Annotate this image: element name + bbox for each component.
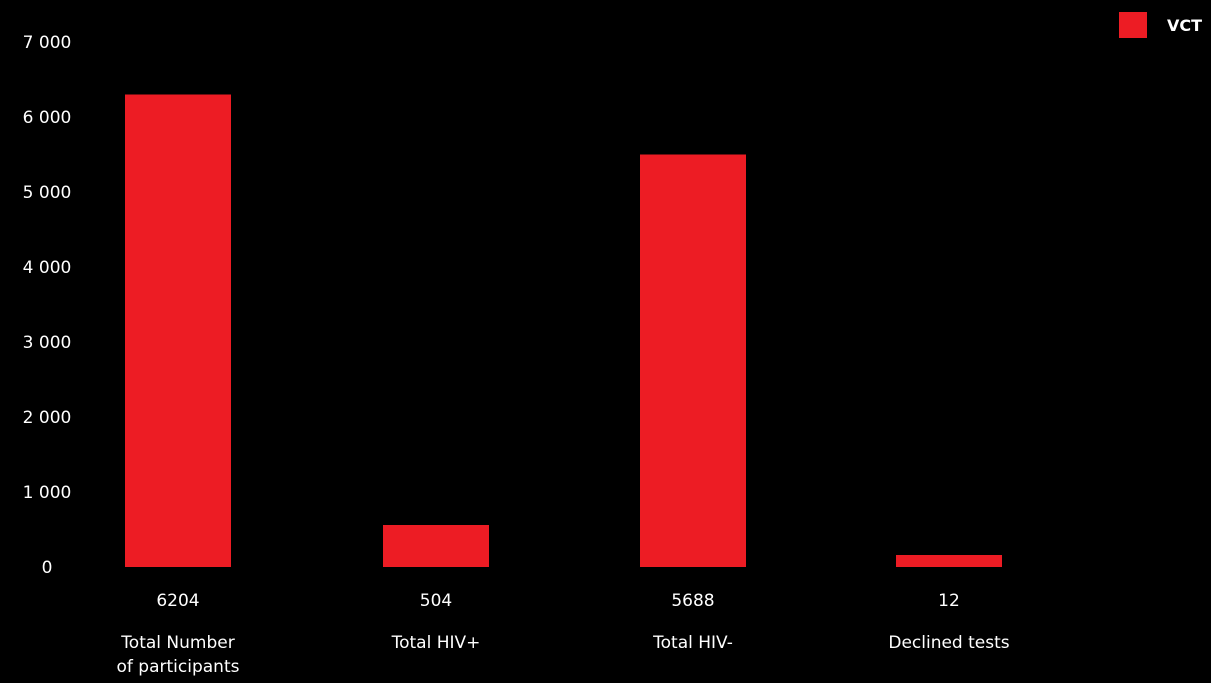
y-tick-label: 0 [42, 558, 53, 578]
legend: VCT [1119, 12, 1202, 38]
bar [383, 525, 489, 567]
y-tick-label: 2 000 [23, 408, 72, 428]
legend-label-vct: VCT [1167, 16, 1202, 35]
data-labels: 6204 504 5688 12 [156, 591, 959, 611]
bar [640, 154, 746, 567]
category-label: Total HIV- [652, 633, 733, 653]
category-label: of participants [117, 657, 240, 677]
category-label: Total Number [120, 633, 234, 653]
y-tick-label: 7 000 [23, 33, 72, 53]
category-label: Declined tests [888, 633, 1009, 653]
data-label: 504 [420, 591, 452, 611]
y-tick-label: 5 000 [23, 183, 72, 203]
data-label: 5688 [671, 591, 714, 611]
y-tick-label: 4 000 [23, 258, 72, 278]
data-label: 12 [938, 591, 960, 611]
y-tick-label: 3 000 [23, 333, 72, 353]
category-label: Total HIV+ [391, 633, 481, 653]
x-axis: Total Number of participants Total HIV+ Tot… [117, 633, 1010, 677]
data-label: 6204 [156, 591, 199, 611]
y-axis: 0 1 000 2 000 3 000 4 000 5 000 6 000 7 000 [23, 33, 72, 578]
bar [125, 94, 231, 567]
legend-swatch-vct [1119, 12, 1147, 38]
bar [896, 555, 1002, 567]
y-tick-label: 1 000 [23, 483, 72, 503]
bars [125, 94, 1002, 567]
y-tick-label: 6 000 [23, 108, 72, 128]
